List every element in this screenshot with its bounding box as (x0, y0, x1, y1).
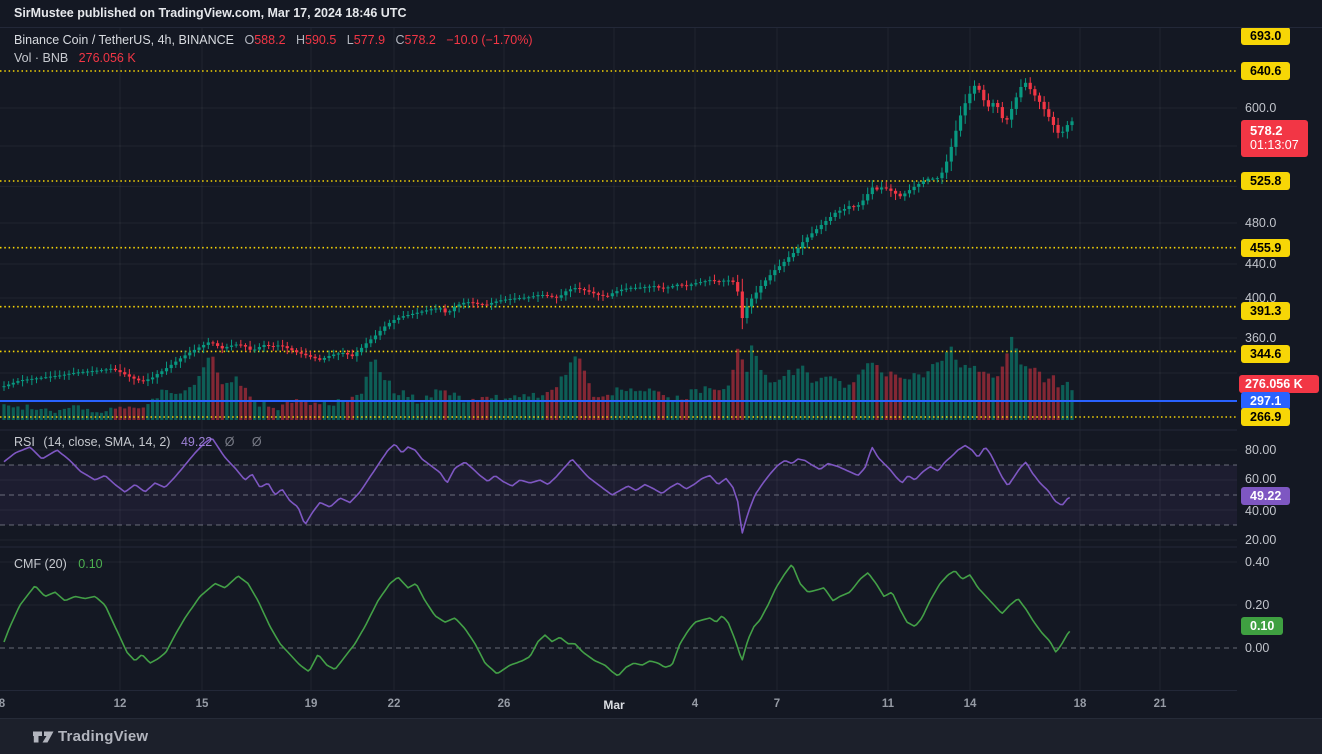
high-value: 590.5 (305, 33, 337, 47)
open-value: 588.2 (254, 33, 286, 47)
time-tick: 22 (387, 698, 401, 710)
axis-label: 40.00 (1245, 504, 1277, 518)
axis-label: 80.00 (1245, 443, 1277, 457)
candlestick-series (2, 77, 1074, 391)
axis-label: 391.3 (1241, 302, 1291, 320)
chart-canvas[interactable] (0, 0, 1237, 690)
time-tick: 14 (963, 698, 977, 710)
time-tick: 18 (1073, 698, 1087, 710)
symbol-title: Binance Coin / TetherUS, 4h, BINANCE (14, 33, 235, 47)
symbol-legend[interactable]: Binance Coin / TetherUS, 4h, BINANCE O58… (14, 33, 532, 47)
cmf-line (3, 564, 1071, 677)
open-label: O (244, 33, 255, 47)
rsi-params: (14, close, SMA, 14, 2) (43, 435, 171, 449)
time-tick: 15 (195, 698, 209, 710)
time-tick: 19 (304, 698, 318, 710)
axis-label: 0.00 (1245, 641, 1270, 655)
axis-label: 440.0 (1245, 257, 1277, 271)
published-text: SirMustee published on TradingView.com, … (14, 6, 407, 20)
axis-label: 0.40 (1245, 555, 1270, 569)
change-value: −10.0 (−1.70%) (446, 33, 533, 47)
rsi-title: RSI (14, 435, 35, 449)
rsi-value: 49.22 (180, 435, 213, 449)
axis-label: 525.8 (1241, 172, 1291, 190)
high-label: H (296, 33, 306, 47)
axis-label: 297.1 (1241, 392, 1291, 410)
tradingview-brand[interactable]: TradingView (58, 728, 149, 745)
low-label: L (346, 33, 354, 47)
rsi-empty-values: Ø Ø (224, 435, 269, 449)
axis-label: 20.00 (1245, 533, 1277, 547)
axis-label: 640.6 (1241, 62, 1291, 80)
time-tick: 12 (113, 698, 127, 710)
time-tick: 26 (497, 698, 511, 710)
price-scale[interactable]: 578.2 01:13:07 693.0 640.6 600.0 525.8 480.0… (1237, 0, 1322, 690)
axis-label: 400.0 (1245, 291, 1277, 305)
axis-label: 0.10 (1241, 617, 1284, 635)
cmf-legend[interactable]: CMF (20) 0.10 (14, 557, 103, 571)
last-price: 578.2 (1250, 123, 1283, 138)
axis-label: 49.22 (1241, 487, 1291, 505)
axis-label: 360.0 (1245, 331, 1277, 345)
cmf-title: CMF (20) (14, 557, 67, 571)
axis-label: 693.0 (1241, 27, 1291, 45)
cmf-value: 0.10 (78, 557, 103, 571)
rsi-line (3, 438, 1071, 534)
rsi-legend[interactable]: RSI (14, close, SMA, 14, 2) 49.22 Ø Ø (14, 435, 269, 449)
volume-series (2, 336, 1074, 420)
close-label: C (395, 33, 405, 47)
time-tick: 4 (691, 698, 699, 710)
time-tick: 11 (881, 698, 895, 710)
close-value: 578.2 (404, 33, 436, 47)
time-tick: Mar (603, 698, 625, 712)
axis-label: 455.9 (1241, 239, 1291, 257)
time-scale[interactable]: 8 12 15 19 22 26 Mar 4 7 11 14 18 21 (0, 690, 1237, 718)
time-tick: 7 (773, 698, 781, 710)
volume-value: 276.056 K (78, 51, 136, 65)
published-bar: SirMustee published on TradingView.com, … (0, 0, 1322, 28)
time-tick: 21 (1153, 698, 1167, 710)
footer-bar: TradingView (0, 718, 1322, 754)
axis-label: 344.6 (1241, 345, 1291, 363)
grid-lines (0, 28, 1237, 690)
axis-label: 266.9 (1241, 408, 1291, 426)
bar-countdown: 01:13:07 (1250, 138, 1299, 152)
indicator-bands (0, 464, 1237, 649)
axis-label: 600.0 (1245, 101, 1277, 115)
volume-label: Vol · BNB (14, 51, 69, 65)
axis-label: 60.00 (1245, 472, 1277, 486)
axis-label: 480.0 (1245, 216, 1277, 230)
time-tick: 8 (0, 698, 6, 710)
axis-label: 276.056 K (1239, 375, 1319, 393)
tradingview-logo-icon[interactable] (32, 728, 55, 746)
volume-legend[interactable]: Vol · BNB 276.056 K (14, 51, 136, 65)
level-lines (0, 70, 1237, 418)
axis-label: 0.20 (1245, 598, 1270, 612)
last-price-badge: 578.2 01:13:07 (1241, 120, 1308, 157)
low-value: 577.9 (353, 33, 386, 47)
